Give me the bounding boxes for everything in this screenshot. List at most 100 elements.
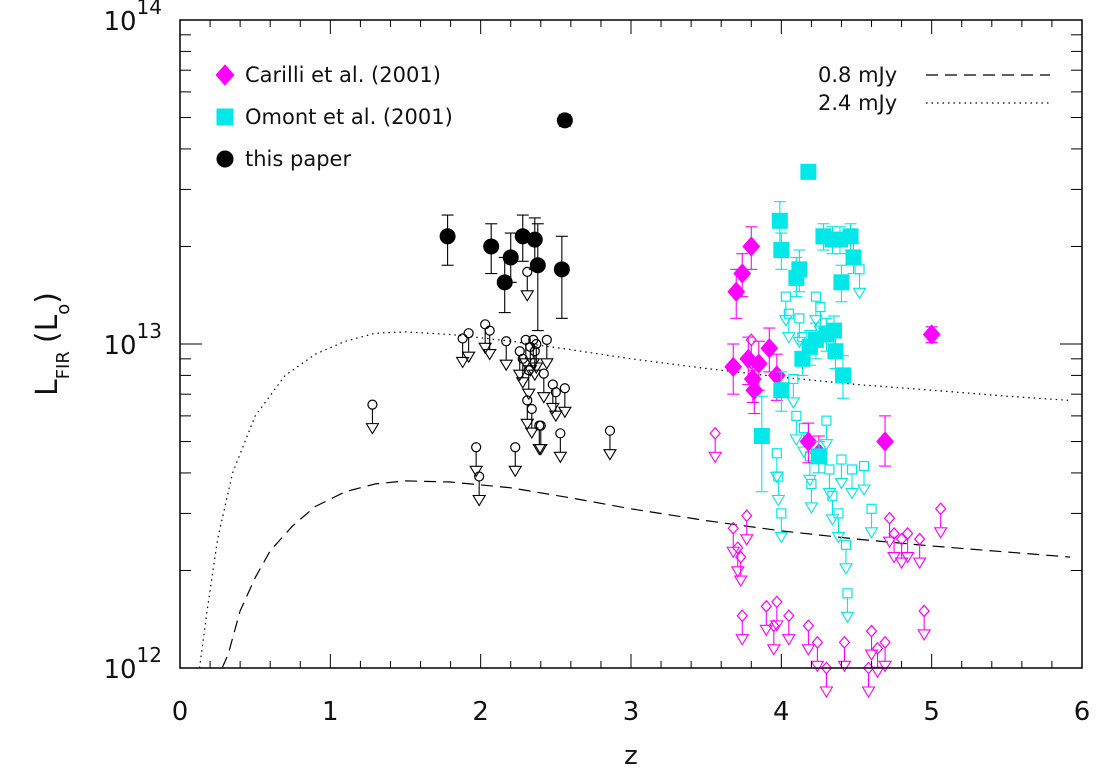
marker bbox=[802, 619, 815, 633]
marker bbox=[791, 410, 802, 421]
marker bbox=[865, 624, 878, 638]
upper-limit-point bbox=[810, 635, 825, 673]
limit-arrow bbox=[769, 620, 784, 632]
upper-limit-point bbox=[774, 508, 789, 544]
limit-arrow bbox=[894, 557, 909, 570]
marker bbox=[724, 356, 743, 378]
marker bbox=[773, 382, 790, 399]
limit-arrow bbox=[900, 551, 915, 564]
upper-limit-point bbox=[917, 604, 932, 642]
upper-limit-point bbox=[735, 609, 750, 646]
x-tick-label: 4 bbox=[773, 697, 790, 727]
marker bbox=[780, 291, 791, 302]
marker bbox=[834, 367, 851, 384]
marker bbox=[791, 261, 808, 278]
marker bbox=[484, 325, 495, 336]
data-point bbox=[760, 327, 779, 373]
marker bbox=[541, 334, 552, 345]
data-point bbox=[845, 242, 862, 275]
x-tick-label: 0 bbox=[172, 697, 189, 727]
x-tick-label: 6 bbox=[1074, 697, 1091, 727]
limit-arrow bbox=[708, 451, 723, 464]
upper-limit-point bbox=[887, 527, 902, 564]
upper-limit-point bbox=[769, 448, 784, 484]
limit-arrow bbox=[461, 351, 476, 364]
x-tick-label: 5 bbox=[923, 697, 940, 727]
legend: Carilli et al. (2001) Omont et al. (2001)… bbox=[215, 63, 453, 171]
upper-limit-point bbox=[933, 502, 948, 539]
upper-limit-point bbox=[839, 539, 853, 575]
upper-limit-point bbox=[852, 264, 867, 300]
limit-arrow bbox=[789, 434, 804, 446]
marker bbox=[836, 454, 847, 465]
marker bbox=[510, 442, 521, 453]
y-tick-label: 1014 bbox=[103, 0, 162, 37]
marker bbox=[773, 242, 790, 259]
y-tick-exponent: 13 bbox=[137, 319, 162, 343]
series-omont-et-al-2001 bbox=[753, 163, 862, 493]
y-tick-base: 10 bbox=[103, 655, 136, 685]
upper-limit-point bbox=[912, 532, 927, 570]
upper-limit-point bbox=[524, 403, 539, 440]
data-point bbox=[742, 226, 761, 270]
upper-limit-point bbox=[786, 373, 801, 410]
data-point bbox=[753, 395, 770, 493]
upper-limit-point bbox=[602, 425, 617, 461]
data-point bbox=[773, 232, 790, 270]
marker bbox=[502, 249, 519, 266]
marker bbox=[858, 460, 870, 472]
limit-arrow bbox=[808, 315, 823, 327]
marker bbox=[522, 266, 533, 277]
marker bbox=[866, 503, 877, 514]
marker bbox=[742, 236, 761, 257]
limit-arrow bbox=[733, 575, 748, 588]
limit-arrow bbox=[834, 477, 849, 490]
upper-limit-point bbox=[455, 333, 470, 369]
series-this-paper bbox=[439, 112, 573, 332]
data-point bbox=[439, 214, 456, 266]
limit-arrow bbox=[602, 449, 617, 461]
limit-arrow bbox=[520, 418, 535, 431]
limit-arrow bbox=[739, 534, 754, 546]
upper-limit-point bbox=[557, 383, 572, 419]
upper-limit-point bbox=[837, 635, 852, 673]
limit-arrow bbox=[499, 359, 514, 372]
marker bbox=[771, 212, 788, 229]
limit-arrow bbox=[781, 332, 796, 344]
data-point bbox=[833, 264, 850, 303]
marker bbox=[463, 328, 474, 339]
marker bbox=[794, 313, 805, 324]
upper-limit-point bbox=[789, 410, 804, 446]
limit-arrow bbox=[730, 566, 745, 578]
limit-arrow bbox=[802, 474, 817, 487]
legend-entry: Omont et al. (2001) bbox=[216, 105, 453, 129]
upper-limit-point bbox=[482, 325, 497, 361]
upper-limit-point bbox=[365, 399, 380, 435]
upper-limit-point bbox=[769, 595, 784, 632]
marker bbox=[776, 508, 787, 519]
limit-arrow bbox=[774, 531, 789, 544]
marker bbox=[913, 532, 926, 546]
limit-arrow bbox=[778, 315, 793, 327]
upper-limit-point bbox=[726, 521, 741, 559]
limit-arrow bbox=[912, 557, 927, 570]
marker bbox=[799, 431, 818, 452]
y-tick-exponent: 14 bbox=[137, 0, 162, 19]
limit-arrow bbox=[548, 410, 563, 423]
limit-arrow bbox=[524, 427, 539, 440]
limit-arrow bbox=[839, 563, 853, 575]
marker bbox=[553, 261, 570, 278]
upper-limit-point bbox=[831, 508, 846, 544]
upper-limit-point bbox=[825, 490, 840, 526]
series-carilli-et-al-2001-upper-limits bbox=[708, 333, 948, 699]
limit-arrow bbox=[878, 660, 893, 673]
limit-arrow bbox=[917, 629, 932, 642]
y-axis-label-main: L bbox=[30, 379, 65, 396]
data-points bbox=[365, 112, 948, 699]
marker bbox=[529, 257, 546, 274]
marker bbox=[559, 383, 570, 394]
limit-arrow bbox=[864, 649, 879, 662]
line-legend-entry: 2.4 mJy bbox=[818, 91, 1050, 115]
data-point bbox=[529, 223, 546, 332]
curve-dashed bbox=[221, 480, 1071, 668]
